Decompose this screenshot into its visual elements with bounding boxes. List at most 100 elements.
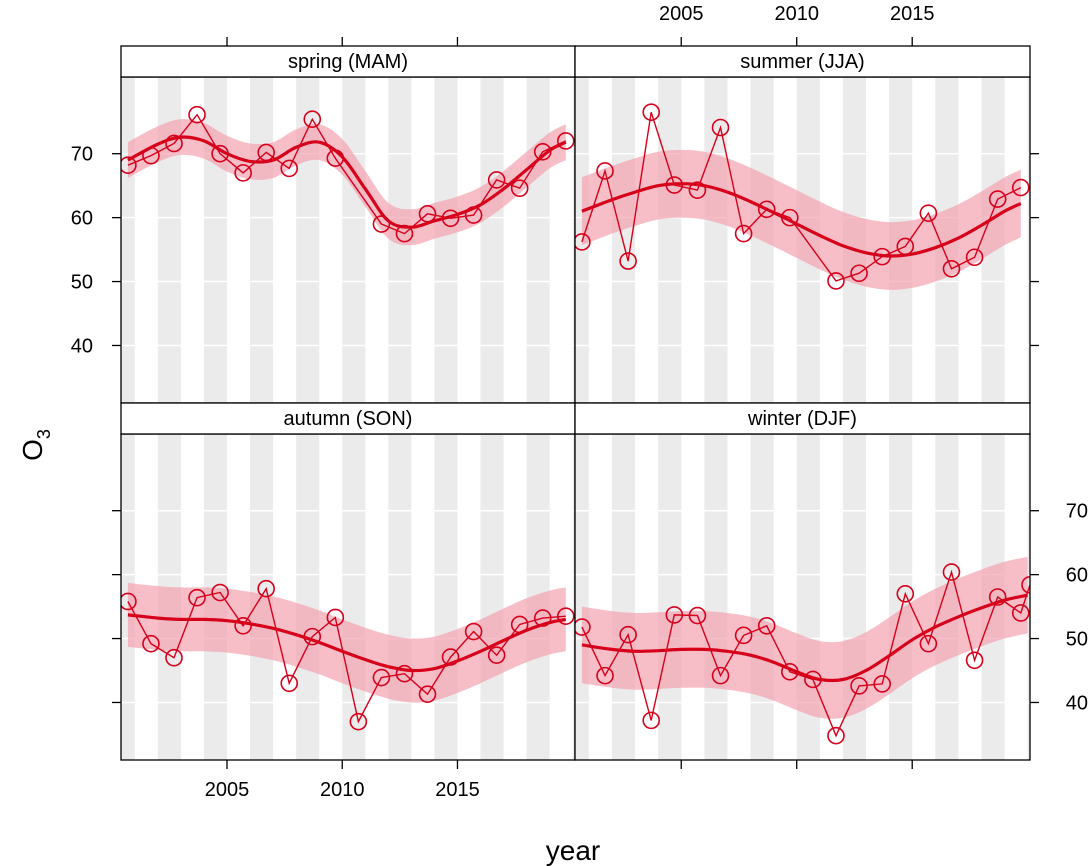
data-point [896, 237, 915, 256]
year-stripe [575, 434, 589, 760]
year-stripe [121, 77, 135, 403]
data-point [688, 606, 707, 625]
data-point [711, 666, 730, 685]
data-point [303, 110, 322, 128]
trend-line [127, 135, 567, 229]
y-tick-label: 70 [1066, 501, 1088, 523]
data-point [326, 608, 345, 627]
year-stripe [889, 434, 913, 760]
trend-line [127, 613, 567, 673]
observation-line [127, 586, 566, 724]
confidence-band [127, 582, 566, 703]
data-point [142, 634, 160, 653]
confidence-band [581, 556, 1028, 719]
data-point [988, 588, 1007, 606]
y-axis-title: O3 [17, 429, 54, 461]
data-point [142, 146, 160, 165]
data-point [780, 662, 799, 681]
data-point [257, 143, 275, 162]
x-tick-label: 2005 [659, 3, 704, 25]
data-point [464, 622, 483, 641]
data-point [804, 670, 822, 689]
panel-plot-area [121, 434, 575, 760]
data-point [395, 224, 414, 243]
data-point [942, 563, 961, 581]
data-point [965, 651, 984, 670]
data-point [510, 179, 529, 198]
year-stripe [1027, 434, 1030, 760]
data-point [211, 144, 229, 163]
year-stripe [388, 434, 412, 760]
data-point [596, 666, 614, 685]
year-stripe [750, 434, 774, 760]
panel-strip-label: summer (JJA) [740, 51, 864, 73]
panel-summer: summer (JJA) [574, 45, 1031, 404]
data-point [533, 609, 552, 627]
y-tick-label: 70 [71, 144, 93, 166]
data-point [988, 190, 1007, 208]
year-stripe [611, 77, 636, 403]
data-point [919, 204, 938, 222]
year-stripe [434, 434, 458, 760]
panel-strip-label: autumn (SON) [284, 408, 413, 430]
year-stripe [526, 77, 550, 403]
data-point [372, 215, 391, 233]
data-point [188, 105, 206, 124]
data-point [510, 615, 529, 634]
data-point [642, 103, 661, 121]
data-point [165, 134, 183, 153]
data-point [372, 668, 391, 687]
data-point [734, 224, 753, 243]
y-tick-label: 40 [71, 335, 93, 357]
year-stripe [434, 77, 458, 403]
data-point [487, 646, 506, 664]
year-stripe [342, 434, 366, 760]
x-tick-label: 2010 [320, 779, 365, 801]
axes-layer: 2005 2010 2015 2005 2010 2015 40 50 60 70 40 50 60 70 [71, 3, 1088, 801]
data-point [575, 233, 591, 251]
year-stripe [658, 77, 682, 403]
data-point [896, 585, 915, 603]
panel-winter: winter (DJF) [574, 402, 1031, 761]
panel-plot-area [575, 434, 1030, 760]
data-point [303, 627, 322, 646]
y-tick-label: 60 [71, 208, 93, 230]
x-tick-label: 2005 [205, 779, 250, 801]
data-point [326, 149, 345, 167]
data-point [873, 675, 891, 693]
data-point [121, 592, 137, 611]
data-point [619, 252, 637, 270]
observation-line [581, 569, 1030, 738]
data-point [1021, 576, 1030, 594]
year-stripe [572, 77, 575, 403]
year-stripe [704, 77, 728, 403]
data-point [688, 181, 707, 199]
data-point [873, 247, 891, 266]
y-axis-title-sub: 3 [34, 429, 54, 439]
year-stripe [342, 77, 366, 403]
data-point [441, 648, 460, 666]
data-point [850, 677, 868, 695]
year-stripe [250, 77, 274, 403]
data-point [619, 625, 637, 644]
data-point [188, 588, 206, 607]
data-point [280, 674, 299, 693]
data-point [942, 259, 961, 278]
y-tick-label: 50 [1066, 629, 1088, 651]
data-point [418, 685, 437, 703]
data-point [1011, 604, 1030, 622]
y-axis-title-main: O [17, 439, 48, 461]
panel-strip-label: spring (MAM) [288, 51, 408, 73]
observation-line [127, 113, 567, 235]
data-point [418, 204, 437, 223]
data-point [575, 618, 591, 636]
data-point [234, 616, 252, 635]
panel-strip-label: winter (DJF) [747, 408, 857, 430]
data-point [919, 634, 938, 653]
data-point [349, 712, 368, 731]
data-point [780, 208, 799, 227]
trend-line [581, 182, 1022, 258]
data-point [757, 616, 776, 635]
data-point [441, 209, 460, 228]
